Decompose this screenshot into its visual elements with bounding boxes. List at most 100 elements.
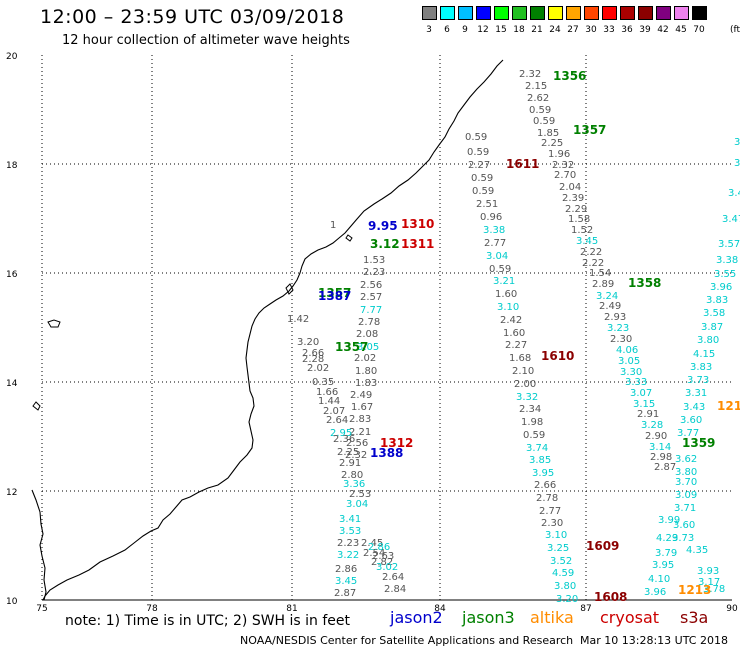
wave-height-value: 3.96 — [644, 587, 666, 598]
wave-height-value: 3.47 — [722, 214, 740, 225]
wave-height-value: 2.91 — [339, 458, 361, 469]
satellite-pass-label: 1310 — [401, 217, 434, 231]
wave-height-value: 3.45 — [576, 236, 598, 247]
latitude-tick-label: 10 — [6, 597, 18, 607]
wave-height-value: 3.07 — [630, 388, 652, 399]
wave-height-value: 2.66 — [534, 480, 556, 491]
wave-height-value: 2.78 — [536, 493, 558, 504]
satellite-pass-label: 1359 — [682, 436, 715, 450]
longitude-tick-label: 90 — [726, 604, 738, 614]
wave-height-value: 3.43 — [683, 402, 705, 413]
wave-height-value: 0.35 — [312, 377, 334, 388]
wave-height-value: 3.28 — [641, 420, 663, 431]
wave-height-value: 0.59 — [533, 116, 555, 127]
wave-height-value: 3.80 — [554, 581, 576, 592]
wave-height-value: 3.74 — [526, 443, 548, 454]
footer-timestamp: Mar 10 13:28:13 UTC 2018 — [580, 634, 728, 647]
wave-height-value: 0.59 — [467, 147, 489, 158]
wave-height-value: 3.32 — [516, 392, 538, 403]
latitude-tick-label: 20 — [6, 52, 18, 62]
legend-label: 27 — [567, 25, 579, 35]
wave-height-value: 2.57 — [360, 292, 382, 303]
satellite-legend-altika: altika — [530, 608, 574, 627]
legend-label: 24 — [549, 25, 561, 35]
wave-height-value: 3.04 — [346, 499, 368, 510]
wave-height-value: 2.84 — [384, 584, 406, 595]
satellite-legend-cryosat: cryosat — [600, 608, 660, 627]
wave-height-value: 2.78 — [358, 317, 380, 328]
wave-height-value: 3.22 — [337, 550, 359, 561]
wave-height-value: 2.49 — [350, 390, 372, 401]
wave-height-value: 3.83 — [690, 362, 712, 373]
legend-label: 12 — [477, 25, 489, 35]
wave-height-value: 3.93 — [697, 566, 719, 577]
wave-height-value: 1.54 — [589, 268, 611, 279]
legend-swatch — [494, 6, 509, 20]
wave-height-value: 3.78 — [703, 584, 725, 595]
legend-label: 45 — [675, 25, 687, 35]
wave-height-value: 2.27 — [468, 160, 490, 171]
wave-height-value: 1.53 — [363, 255, 385, 266]
wave-height-value: 2.28 — [302, 354, 324, 365]
satellite-pass-label: 1213 — [678, 583, 711, 597]
wave-height-value: 1.96 — [548, 149, 570, 160]
wave-height-value: 0.59 — [529, 105, 551, 116]
legend-swatch — [440, 6, 455, 20]
wave-height-value: 2.83 — [349, 414, 371, 425]
wave-height-value: 2.87 — [334, 588, 356, 599]
wave-height-value: 3.58 — [703, 308, 725, 319]
legend-swatch — [422, 6, 437, 20]
wave-height-value: 3.71 — [674, 503, 696, 514]
legend-label: 18 — [513, 25, 525, 35]
wave-height-value: 3.23 — [607, 323, 629, 334]
wave-height-value: 1.60 — [503, 328, 525, 339]
satellite-pass-label: 1312 — [380, 436, 413, 450]
wave-height-value: 2.56 — [360, 280, 382, 291]
legend-swatch — [674, 6, 689, 20]
wave-height-value: 3.30 — [620, 367, 642, 378]
wave-height-value: 3.85 — [529, 455, 551, 466]
legend-label: 15 — [495, 25, 507, 35]
legend-swatch — [566, 6, 581, 20]
satellite-pass-label: 1311 — [401, 237, 434, 251]
wave-height-value: 4.06 — [616, 345, 638, 356]
wave-height-value: 3.20 — [297, 337, 319, 348]
wave-height-value: 3.96 — [710, 282, 732, 293]
longitude-tick-label: 87 — [580, 604, 591, 614]
satellite-pass-label: 1357 — [573, 123, 606, 137]
satellite-pass-label: 1357 — [318, 286, 351, 300]
wave-height-value: 2.77 — [539, 506, 561, 517]
wave-height-value: 4.29 — [656, 533, 678, 544]
latitude-tick-label: 14 — [6, 379, 18, 389]
wave-height-value: 2.36 — [333, 434, 355, 445]
wave-height-value: 2.30 — [610, 334, 632, 345]
wave-height-value: 0.96 — [480, 212, 502, 223]
wave-height-value: 3.09 — [675, 490, 697, 501]
wave-height-value: 2.54 — [363, 548, 385, 559]
wave-height-value: 3.38 — [483, 225, 505, 236]
wave-height-value: 4.15 — [693, 349, 715, 360]
footer-note: note: 1) Time is in UTC; 2) SWH is in fe… — [65, 613, 351, 629]
wave-height-value: 2.23 — [337, 538, 359, 549]
wave-height-value: 2.22 — [580, 247, 602, 258]
wave-height-value: 3.8 — [734, 137, 740, 148]
satellite-legend-jason2: jason2 — [390, 608, 443, 627]
wave-height-value: 3.15 — [633, 399, 655, 410]
wave-height-value: 3.38 — [716, 255, 738, 266]
legend-swatch — [548, 6, 563, 20]
wave-height-value: 2.25 — [337, 447, 359, 458]
western-coastline — [31, 489, 47, 601]
wave-height-value: 2.39 — [562, 193, 584, 204]
wave-height-value: 1.85 — [537, 128, 559, 139]
wave-height-value: 2.70 — [554, 170, 576, 181]
legend-label: 6 — [444, 25, 450, 35]
legend-label: 70 — [693, 25, 705, 35]
satellite-pass-label: 3.12 — [370, 237, 400, 251]
wave-height-value: 3.52 — [550, 556, 572, 567]
wave-height-value: 3.24 — [596, 291, 618, 302]
wave-height-value: 2.87 — [654, 462, 676, 473]
wave-height-value: 2.49 — [599, 301, 621, 312]
wave-height-value: 3.79 — [655, 548, 677, 559]
wave-height-value: 2.32 — [519, 69, 541, 80]
